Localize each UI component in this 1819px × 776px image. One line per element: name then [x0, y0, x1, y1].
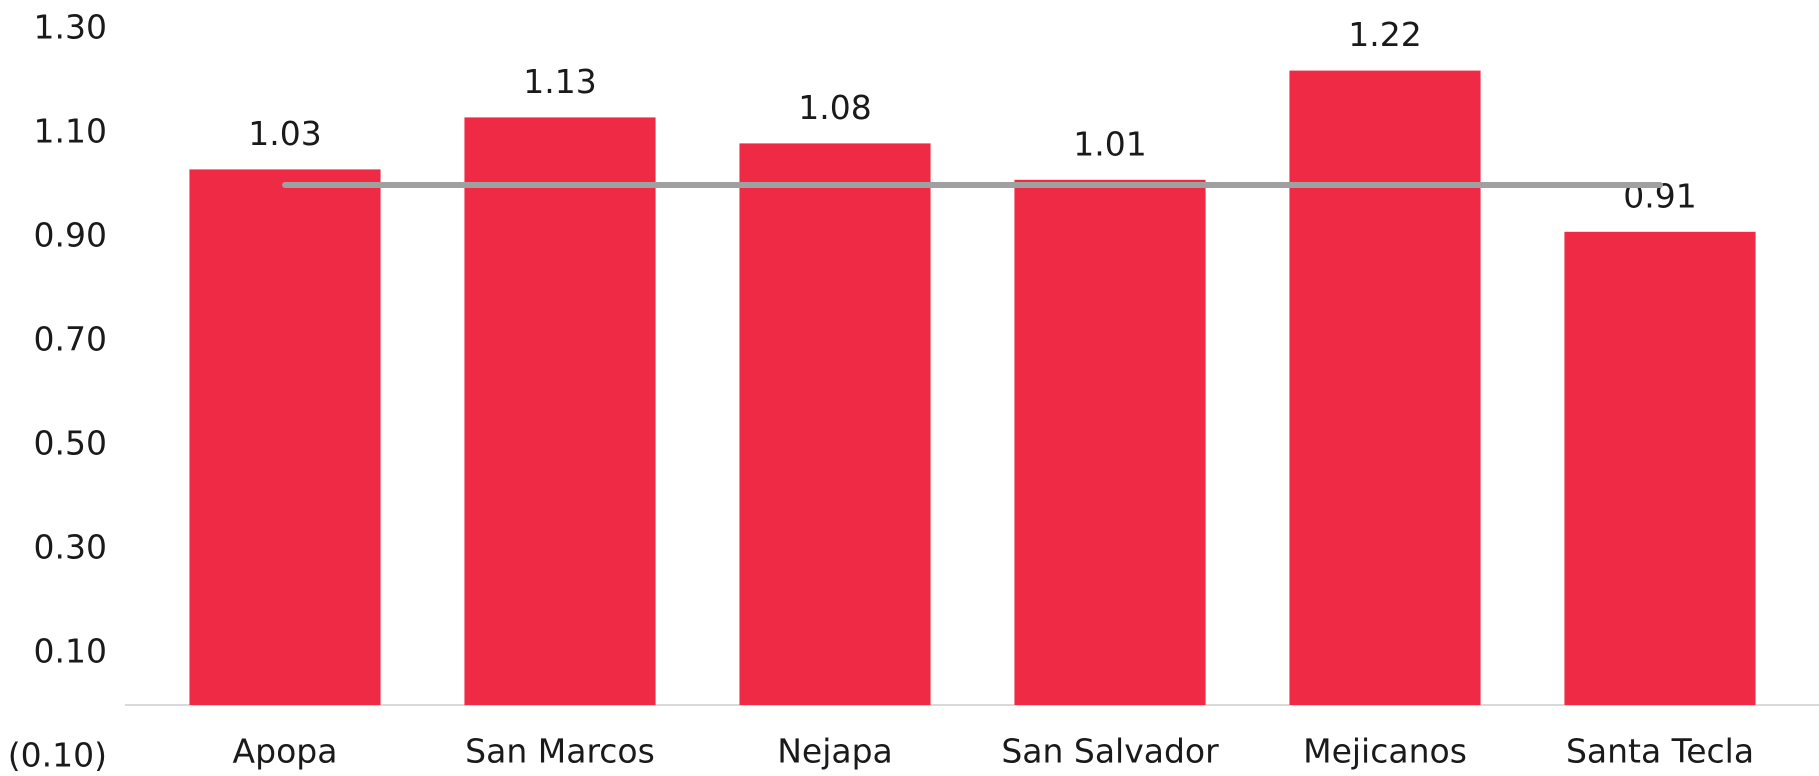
bar: [739, 143, 931, 705]
y-tick-label: 1.30: [34, 8, 107, 47]
value-label: 1.13: [523, 62, 596, 101]
bar: [1564, 231, 1756, 706]
y-tick-label: 0.90: [34, 216, 107, 255]
y-tick-label: 0.70: [34, 320, 107, 359]
value-label: 1.01: [1073, 124, 1146, 163]
y-tick-label: 0.50: [34, 424, 107, 463]
y-tick-label: (0.10): [8, 736, 107, 775]
y-tick-label: 0.30: [34, 528, 107, 567]
x-tick-label: Apopa: [233, 732, 338, 771]
bar: [189, 169, 381, 705]
x-tick-label: San Salvador: [1001, 732, 1219, 771]
x-tick-label: San Marcos: [465, 732, 655, 771]
value-label: 1.08: [798, 88, 871, 127]
bar: [464, 117, 656, 705]
x-tick-label: Mejicanos: [1303, 732, 1467, 771]
x-tick-label: Nejapa: [777, 732, 893, 771]
y-tick-label: 1.10: [34, 112, 107, 151]
bar: [1289, 70, 1481, 706]
y-tick-label: 0.10: [34, 632, 107, 671]
value-label: 1.03: [248, 114, 321, 153]
bar: [1014, 179, 1206, 706]
value-label: 1.22: [1348, 15, 1421, 54]
x-tick-label: Santa Tecla: [1566, 732, 1754, 771]
